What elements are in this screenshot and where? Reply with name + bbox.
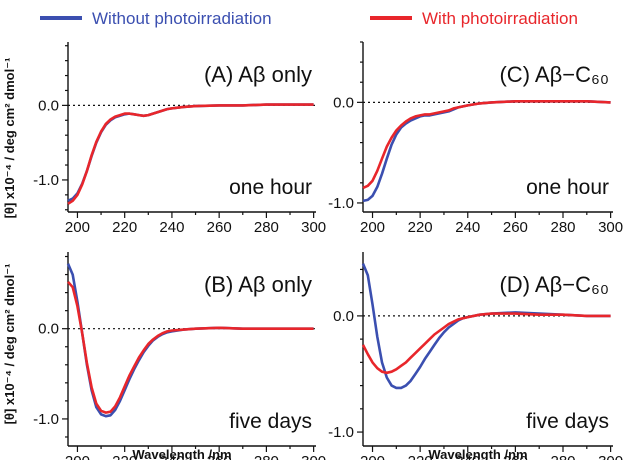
panel-d-x-tick-label: 300 xyxy=(598,453,623,460)
panel-a-y-tick-label: 0.0 xyxy=(38,97,59,114)
panel-c-note: one hour xyxy=(526,176,609,199)
panel-c-x-tick-label: 200 xyxy=(360,219,385,236)
panel-d-x-tick-label: 200 xyxy=(360,453,385,460)
panel-b-x-tick-label: 300 xyxy=(301,453,326,460)
panel-b-y-tick-label: -1.0 xyxy=(33,411,59,428)
panel-d-x-tick-label: 240 xyxy=(455,453,480,460)
panel-a-x-tick-label: 300 xyxy=(301,219,326,236)
panel-c-title: (C) Aβ−C₆₀ xyxy=(499,62,609,87)
panel-b: 200 220 240 260 280 300 0.0 -1.0 (B) Aβ only five… xyxy=(33,252,326,460)
panel-b-x-tick-label: 240 xyxy=(159,453,184,460)
legend: Without photoirradiation With photoirrad… xyxy=(40,9,578,28)
panel-c: 200 220 240 260 280 300 0.0 -1.0 (C) Aβ−C₆₀ one h… xyxy=(328,41,623,236)
panel-a-x-tick-label: 220 xyxy=(112,219,137,236)
panel-d-x-axis-label: Wavelength /nm xyxy=(428,447,527,460)
panel-b-note: five days xyxy=(229,410,312,433)
panel-b-series-with-photoirradiation xyxy=(67,280,314,414)
panel-b-x-axis-label: Wavelength /nm xyxy=(132,447,231,460)
panel-d: 200 220 240 260 280 300 0.0 -1.0 (D) Aβ−C₆₀ five … xyxy=(328,252,623,460)
panel-a-series-with-photoirradiation xyxy=(67,103,314,205)
panel-d-y-tick-label: -1.0 xyxy=(328,424,354,441)
panel-a-x-tick-label: 200 xyxy=(65,219,90,236)
panel-a-x-tick-label: 260 xyxy=(207,219,232,236)
legend-label-without: Without photoirradiation xyxy=(92,9,272,28)
panel-b-x-tick-label: 220 xyxy=(112,453,137,460)
panel-a-note: one hour xyxy=(229,176,312,199)
panel-a: 200 220 240 260 280 300 0.0 -1.0 (A) Aβ only one … xyxy=(33,42,326,236)
panel-b-y-tick-label: 0.0 xyxy=(38,321,59,338)
panel-a-x-tick-label: 280 xyxy=(254,219,279,236)
panel-b-title: (B) Aβ only xyxy=(204,272,312,297)
panel-d-series-with-photoirradiation xyxy=(361,312,611,375)
panel-c-x-tick-label: 300 xyxy=(598,219,623,236)
panels: 200 220 240 260 280 300 0.0 -1.0 (A) Aβ only one … xyxy=(33,41,623,460)
panel-a-x-tick-label: 240 xyxy=(159,219,184,236)
y-axis-label-top: [θ] x10⁻⁴ / deg cm² dmol⁻¹ xyxy=(2,58,17,219)
panel-c-y-tick-label: -1.0 xyxy=(328,195,354,212)
panel-b-x-tick-label: 260 xyxy=(207,453,232,460)
panel-b-x-tick-label: 200 xyxy=(65,453,90,460)
panel-d-x-tick-label: 260 xyxy=(503,453,528,460)
panel-a-y-tick-label: -1.0 xyxy=(33,172,59,189)
panel-d-x-tick-label: 220 xyxy=(408,453,433,460)
panel-d-x-tick-label: 280 xyxy=(550,453,575,460)
panel-b-x-tick-label: 280 xyxy=(254,453,279,460)
panel-c-series-with-photoirradiation xyxy=(362,100,611,190)
panel-d-note: five days xyxy=(526,410,609,433)
y-axis-label-bottom: [θ] x10⁻⁴ / deg cm² dmol⁻¹ xyxy=(2,264,17,425)
panel-c-x-tick-label: 280 xyxy=(550,219,575,236)
panel-c-x-tick-label: 240 xyxy=(455,219,480,236)
legend-label-with: With photoirradiation xyxy=(422,9,578,28)
panel-c-x-tick-label: 260 xyxy=(503,219,528,236)
panel-c-x-tick-label: 220 xyxy=(408,219,433,236)
panel-d-title: (D) Aβ−C₆₀ xyxy=(499,272,609,297)
panel-c-y-tick-label: 0.0 xyxy=(333,94,354,111)
panel-a-title: (A) Aβ only xyxy=(204,62,312,87)
panel-d-y-tick-label: 0.0 xyxy=(333,308,354,325)
